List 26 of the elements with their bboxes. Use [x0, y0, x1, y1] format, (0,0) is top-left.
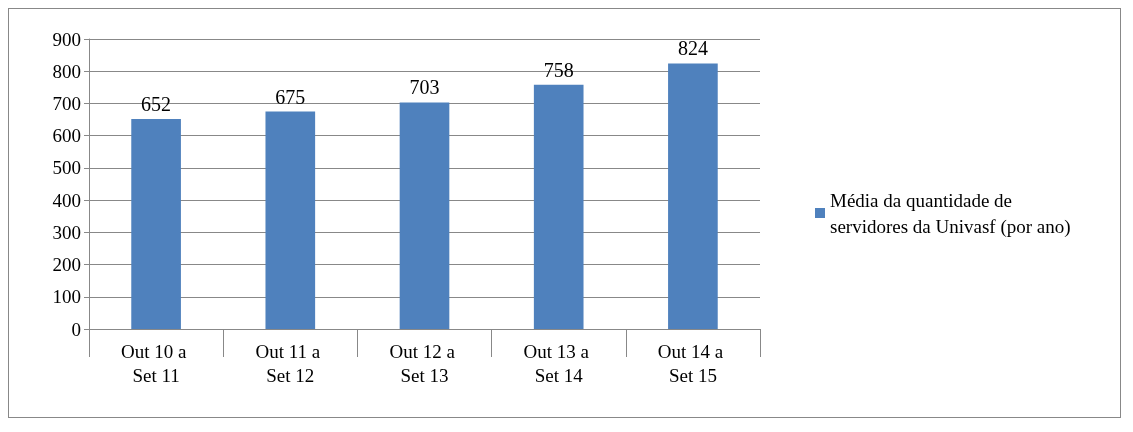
data-label: 675	[275, 85, 306, 108]
y-tick-label: 200	[52, 254, 81, 276]
data-label: 703	[409, 76, 440, 99]
x-tick-label: Out 11 a Set 12	[255, 340, 326, 386]
y-tick-label: 600	[52, 125, 81, 147]
bar	[399, 102, 450, 329]
y-tick-label: 900	[52, 28, 81, 50]
y-tick-label: 400	[52, 189, 81, 211]
bar	[131, 118, 181, 329]
bar	[668, 63, 718, 329]
y-tick-label: 500	[52, 157, 81, 179]
y-tick-label: 700	[52, 92, 81, 114]
y-tick-label: 100	[52, 286, 81, 308]
x-tick-label: Out 13 a Set 14	[523, 340, 594, 386]
data-label: 758	[543, 58, 574, 81]
y-tick-label: 800	[52, 60, 81, 82]
x-tick-label: Out 12 a Set 13	[389, 340, 460, 386]
x-tick-label: Out 10 a Set 11	[121, 340, 192, 386]
data-label: 652	[141, 92, 172, 115]
bar	[265, 111, 316, 329]
y-tick-label: 0	[71, 318, 81, 340]
x-tick-label: Out 14 a Set 15	[657, 340, 728, 386]
legend-label: Média da quantidade de servidores da Univasf (por ano)	[830, 189, 1071, 238]
bar	[533, 84, 584, 329]
y-tick-label: 300	[52, 221, 81, 243]
data-label: 824	[677, 37, 708, 60]
